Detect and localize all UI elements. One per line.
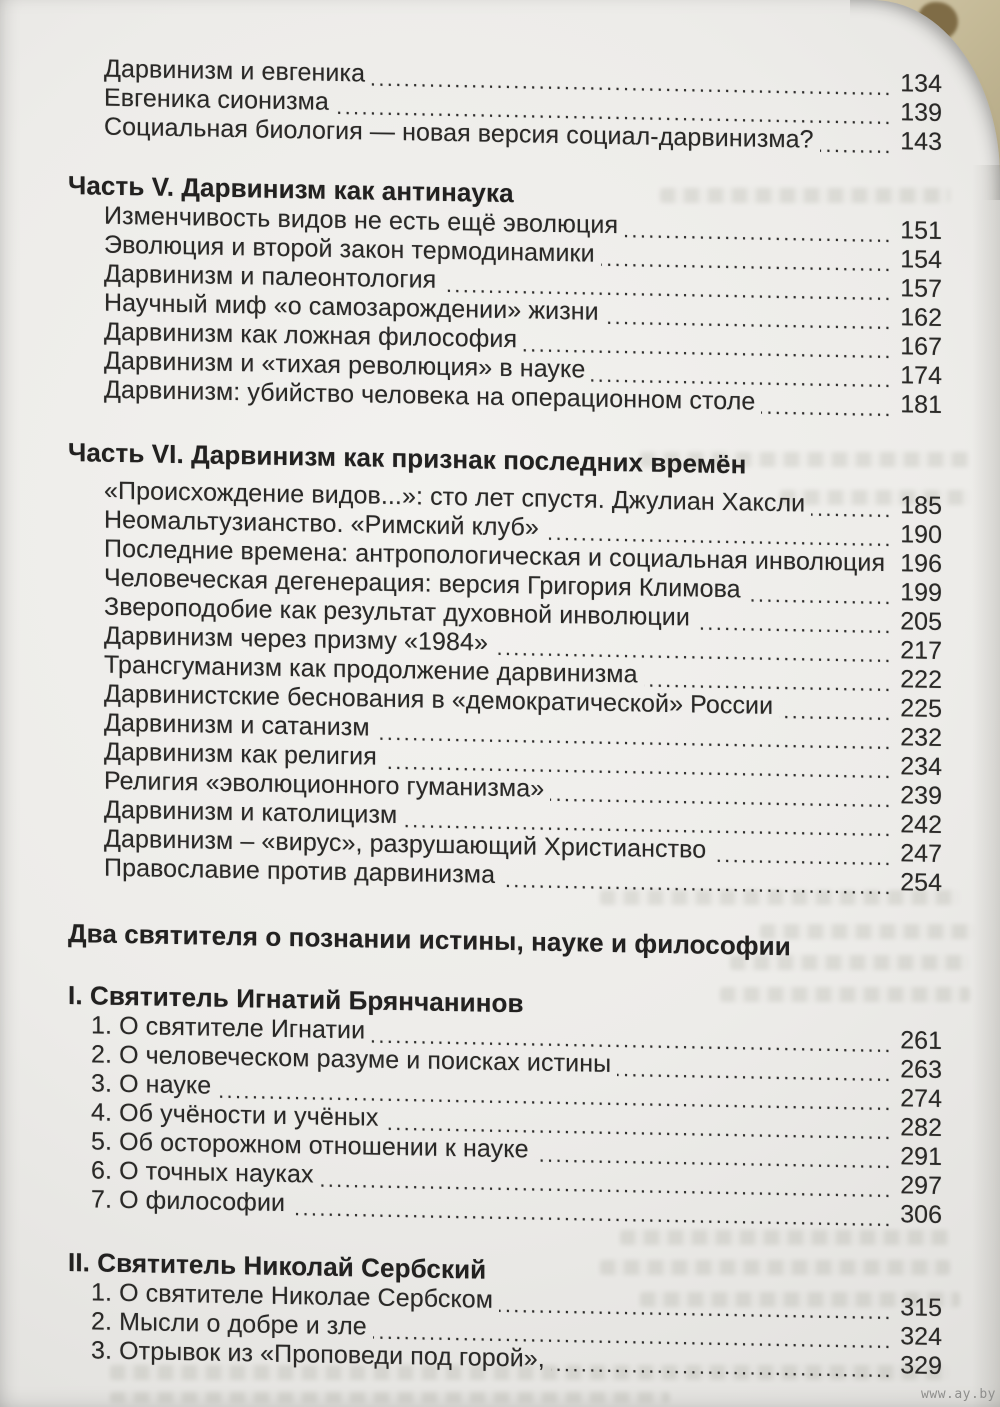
dot-leader <box>696 611 893 635</box>
dot-leader <box>811 497 893 518</box>
toc-entry-page: 190 <box>900 520 942 550</box>
dot-leader <box>779 699 893 721</box>
toc-part-heading: Часть VI. Дарвинизм как признак последни… <box>68 437 747 480</box>
toc-entry-title: 6. О точных науках <box>91 1156 314 1189</box>
table-of-contents: Дарвинизм и евгеника 134 Евгеника сионизм… <box>68 54 942 1381</box>
toc-entry-page: 167 <box>900 332 942 362</box>
page-bleedthrough-artifact <box>760 924 975 939</box>
page-bleedthrough-artifact <box>620 1230 950 1245</box>
toc-entry-page: 282 <box>900 1113 942 1143</box>
dot-leader <box>891 556 893 576</box>
dot-leader <box>551 1352 893 1378</box>
page-bleedthrough-artifact <box>660 188 950 203</box>
dot-leader <box>605 305 893 330</box>
page-bleedthrough-artifact <box>110 1392 670 1403</box>
page-bleedthrough-artifact <box>640 452 970 467</box>
toc-entry-page: 232 <box>900 723 942 753</box>
dot-leader <box>624 218 893 243</box>
toc-entry-title: 7. О философии <box>91 1185 286 1217</box>
toc-entry-title: Евгеника сионизма <box>104 83 329 116</box>
toc-entry-page: 139 <box>900 98 942 128</box>
toc-entry-page: 162 <box>900 303 942 333</box>
toc-entry-page: 261 <box>900 1026 942 1056</box>
toc-entry-page: 199 <box>900 578 942 608</box>
toc-entry-page: 181 <box>900 390 942 420</box>
toc-entry-page: 263 <box>900 1055 942 1085</box>
toc-entry-page: 239 <box>900 781 942 811</box>
toc-entry-page: 154 <box>900 245 942 275</box>
toc-entry-page: 315 <box>900 1293 942 1323</box>
dot-leader <box>617 1057 893 1082</box>
toc-entry-page: 324 <box>900 1322 942 1352</box>
dot-leader <box>601 247 893 272</box>
page-bleedthrough-artifact <box>730 955 970 970</box>
toc-entry-page: 174 <box>900 361 942 391</box>
dot-leader <box>291 1196 893 1227</box>
dot-leader <box>761 395 893 417</box>
page-edge-shading <box>972 165 1000 1407</box>
toc-entry-page: 225 <box>900 694 942 724</box>
toc-entry-page: 247 <box>900 839 942 869</box>
dot-leader <box>501 868 893 895</box>
dot-leader <box>591 363 893 389</box>
toc-entry-page: 274 <box>900 1084 942 1114</box>
toc-entry-page: 205 <box>900 607 942 637</box>
toc-entry-title: Дарвинизм и евгеника <box>104 54 366 88</box>
toc-entry-title: 3. О науке <box>91 1069 212 1100</box>
dot-leader <box>820 133 893 154</box>
toc-entry-page: 151 <box>900 216 942 246</box>
toc-entry-page: 234 <box>900 752 942 782</box>
toc-entry-page: 222 <box>900 665 942 695</box>
watermark: www.ay.by <box>921 1387 996 1402</box>
dot-leader <box>712 843 893 866</box>
toc-entry-page: 143 <box>900 127 942 157</box>
toc-entry-page: 134 <box>900 69 942 99</box>
toc-entry-page: 242 <box>900 810 942 840</box>
toc-entry-page: 297 <box>900 1171 942 1201</box>
toc-entry-page: 291 <box>900 1142 942 1172</box>
dot-leader <box>644 668 893 693</box>
toc-entry-page: 254 <box>900 868 942 898</box>
toc-section-title: Два святителя о познании истины, науке и… <box>68 918 791 962</box>
toc-entry-page: 306 <box>900 1200 942 1230</box>
toc-entry-page: 185 <box>900 491 942 521</box>
toc-entry-page: 196 <box>900 549 942 579</box>
page-bleedthrough-artifact <box>720 987 970 1002</box>
dot-leader <box>747 582 893 605</box>
toc-entry-title: Православие против дарвинизма <box>104 853 496 889</box>
toc-entry-page: 217 <box>900 636 942 666</box>
toc-entry-page: 329 <box>900 1351 942 1381</box>
toc-entry-page: 157 <box>900 274 942 304</box>
page-bleedthrough-artifact <box>600 1260 950 1275</box>
